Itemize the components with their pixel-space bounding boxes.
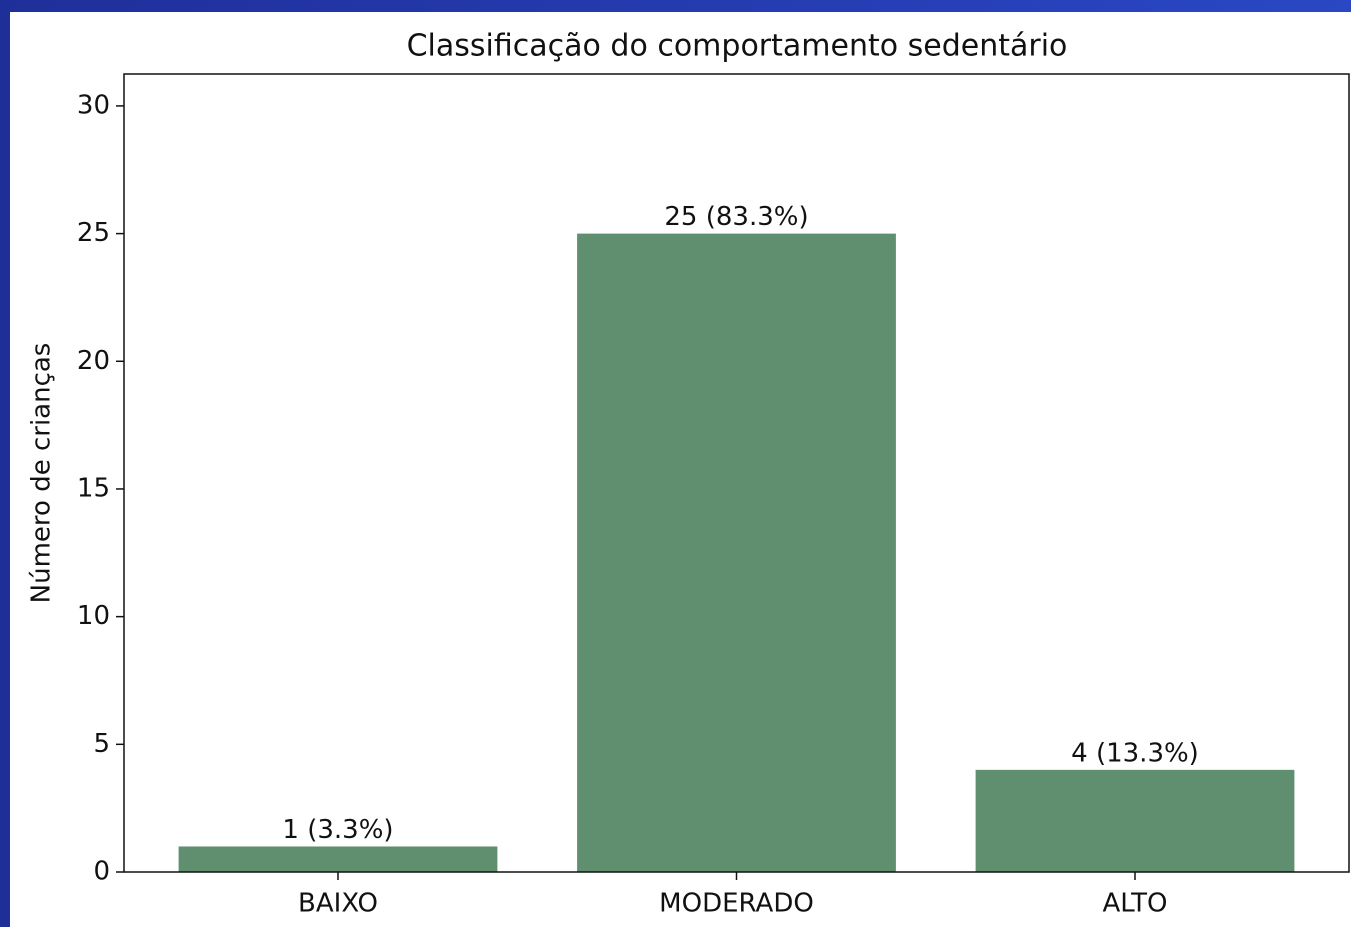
y-tick-label: 15 bbox=[77, 473, 110, 503]
y-tick-label: 25 bbox=[77, 218, 110, 248]
y-axis-label: Número de crianças bbox=[27, 343, 57, 604]
y-tick-label: 0 bbox=[93, 857, 110, 887]
value-label: 4 (13.3%) bbox=[1071, 738, 1199, 768]
value-label: 1 (3.3%) bbox=[282, 815, 393, 845]
y-tick-label: 10 bbox=[77, 601, 110, 631]
x-tick-label: ALTO bbox=[1102, 889, 1167, 919]
bar bbox=[975, 769, 1295, 872]
y-tick-label: 5 bbox=[93, 729, 110, 759]
plot-frame bbox=[123, 73, 1350, 873]
y-tick-label: 30 bbox=[77, 90, 110, 120]
x-tick-label: BAIXO bbox=[298, 889, 378, 919]
y-tick-label: 20 bbox=[77, 346, 110, 376]
bar bbox=[178, 846, 498, 872]
chart-title: Classificação do comportamento sedentári… bbox=[407, 29, 1068, 64]
value-label: 25 (83.3%) bbox=[664, 202, 808, 232]
x-tick-label: MODERADO bbox=[659, 889, 814, 919]
bar bbox=[577, 233, 896, 873]
